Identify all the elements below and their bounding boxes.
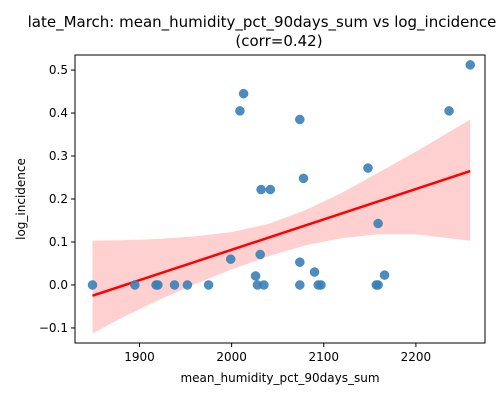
confidence-band (92, 119, 471, 334)
x-tick-label: 1900 (124, 350, 155, 364)
y-tick-label: 0.2 (49, 192, 68, 206)
data-point (373, 280, 383, 290)
data-point (203, 280, 214, 290)
data-point (238, 88, 249, 99)
data-point (259, 280, 269, 290)
data-point (444, 106, 454, 116)
data-point (309, 267, 320, 277)
data-point (130, 280, 140, 290)
data-point (225, 254, 236, 264)
data-point (265, 184, 276, 195)
data-point (316, 280, 326, 290)
y-tick-label: 0.4 (49, 106, 68, 120)
data-point (373, 218, 383, 229)
chart-subtitle: (corr=0.42) (235, 32, 322, 50)
data-point (255, 249, 265, 260)
y-axis-label: log_incidence (14, 158, 28, 240)
data-point (465, 60, 476, 70)
regression-line (92, 169, 471, 297)
data-point (295, 114, 305, 125)
data-point (298, 173, 309, 184)
data-point (87, 280, 98, 290)
y-tick-label: −0.1 (39, 321, 68, 335)
data-point (256, 184, 266, 195)
x-tick-label: 2200 (401, 350, 432, 364)
data-point (363, 163, 373, 173)
data-point (379, 270, 390, 280)
data-point (235, 106, 245, 116)
chart-title: late_March: mean_humidity_pct_90days_sum… (28, 13, 497, 32)
data-point (295, 257, 305, 267)
data-point (182, 280, 193, 290)
x-tick-label: 2100 (308, 350, 339, 364)
x-tick-label: 2000 (216, 350, 247, 364)
data-point (153, 280, 163, 290)
data-point (295, 280, 305, 290)
y-tick-label: 0.0 (49, 278, 68, 292)
data-point (169, 280, 180, 290)
y-tick-label: 0.5 (49, 63, 68, 77)
data-point (250, 271, 261, 281)
y-tick-label: 0.1 (49, 235, 68, 249)
x-axis-label: mean_humidity_pct_90days_sum (180, 371, 379, 385)
y-tick-label: 0.3 (49, 149, 68, 163)
